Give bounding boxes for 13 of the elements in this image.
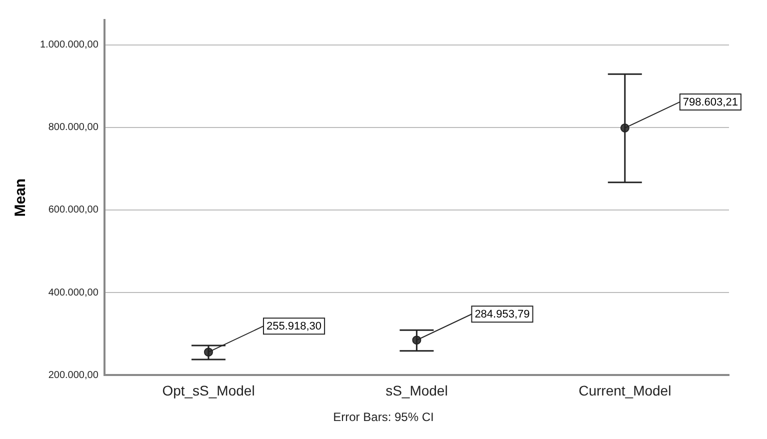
data-label: 255.918,30 — [266, 320, 322, 333]
y-tick-label: 1.000.000,00 — [40, 40, 99, 51]
x-tick-label: Opt_sS_Model — [162, 382, 255, 398]
text: Error Bars: 95% CI — [332, 410, 435, 424]
y-tick-label: 800.000,00 — [48, 122, 99, 134]
y-tick-label: 600.000,00 — [48, 204, 99, 216]
y-tick-label: 200.000,00 — [48, 370, 99, 381]
y-axis-title: Mean — [12, 178, 30, 217]
data-label: 798.603,21 — [682, 96, 738, 108]
y-tick-label: 400.000,00 — [48, 287, 99, 298]
x-tick-label: sS_Model — [386, 382, 448, 398]
data-label: 284.953,79 — [474, 308, 530, 321]
x-tick-label: Current_Model — [578, 382, 672, 398]
